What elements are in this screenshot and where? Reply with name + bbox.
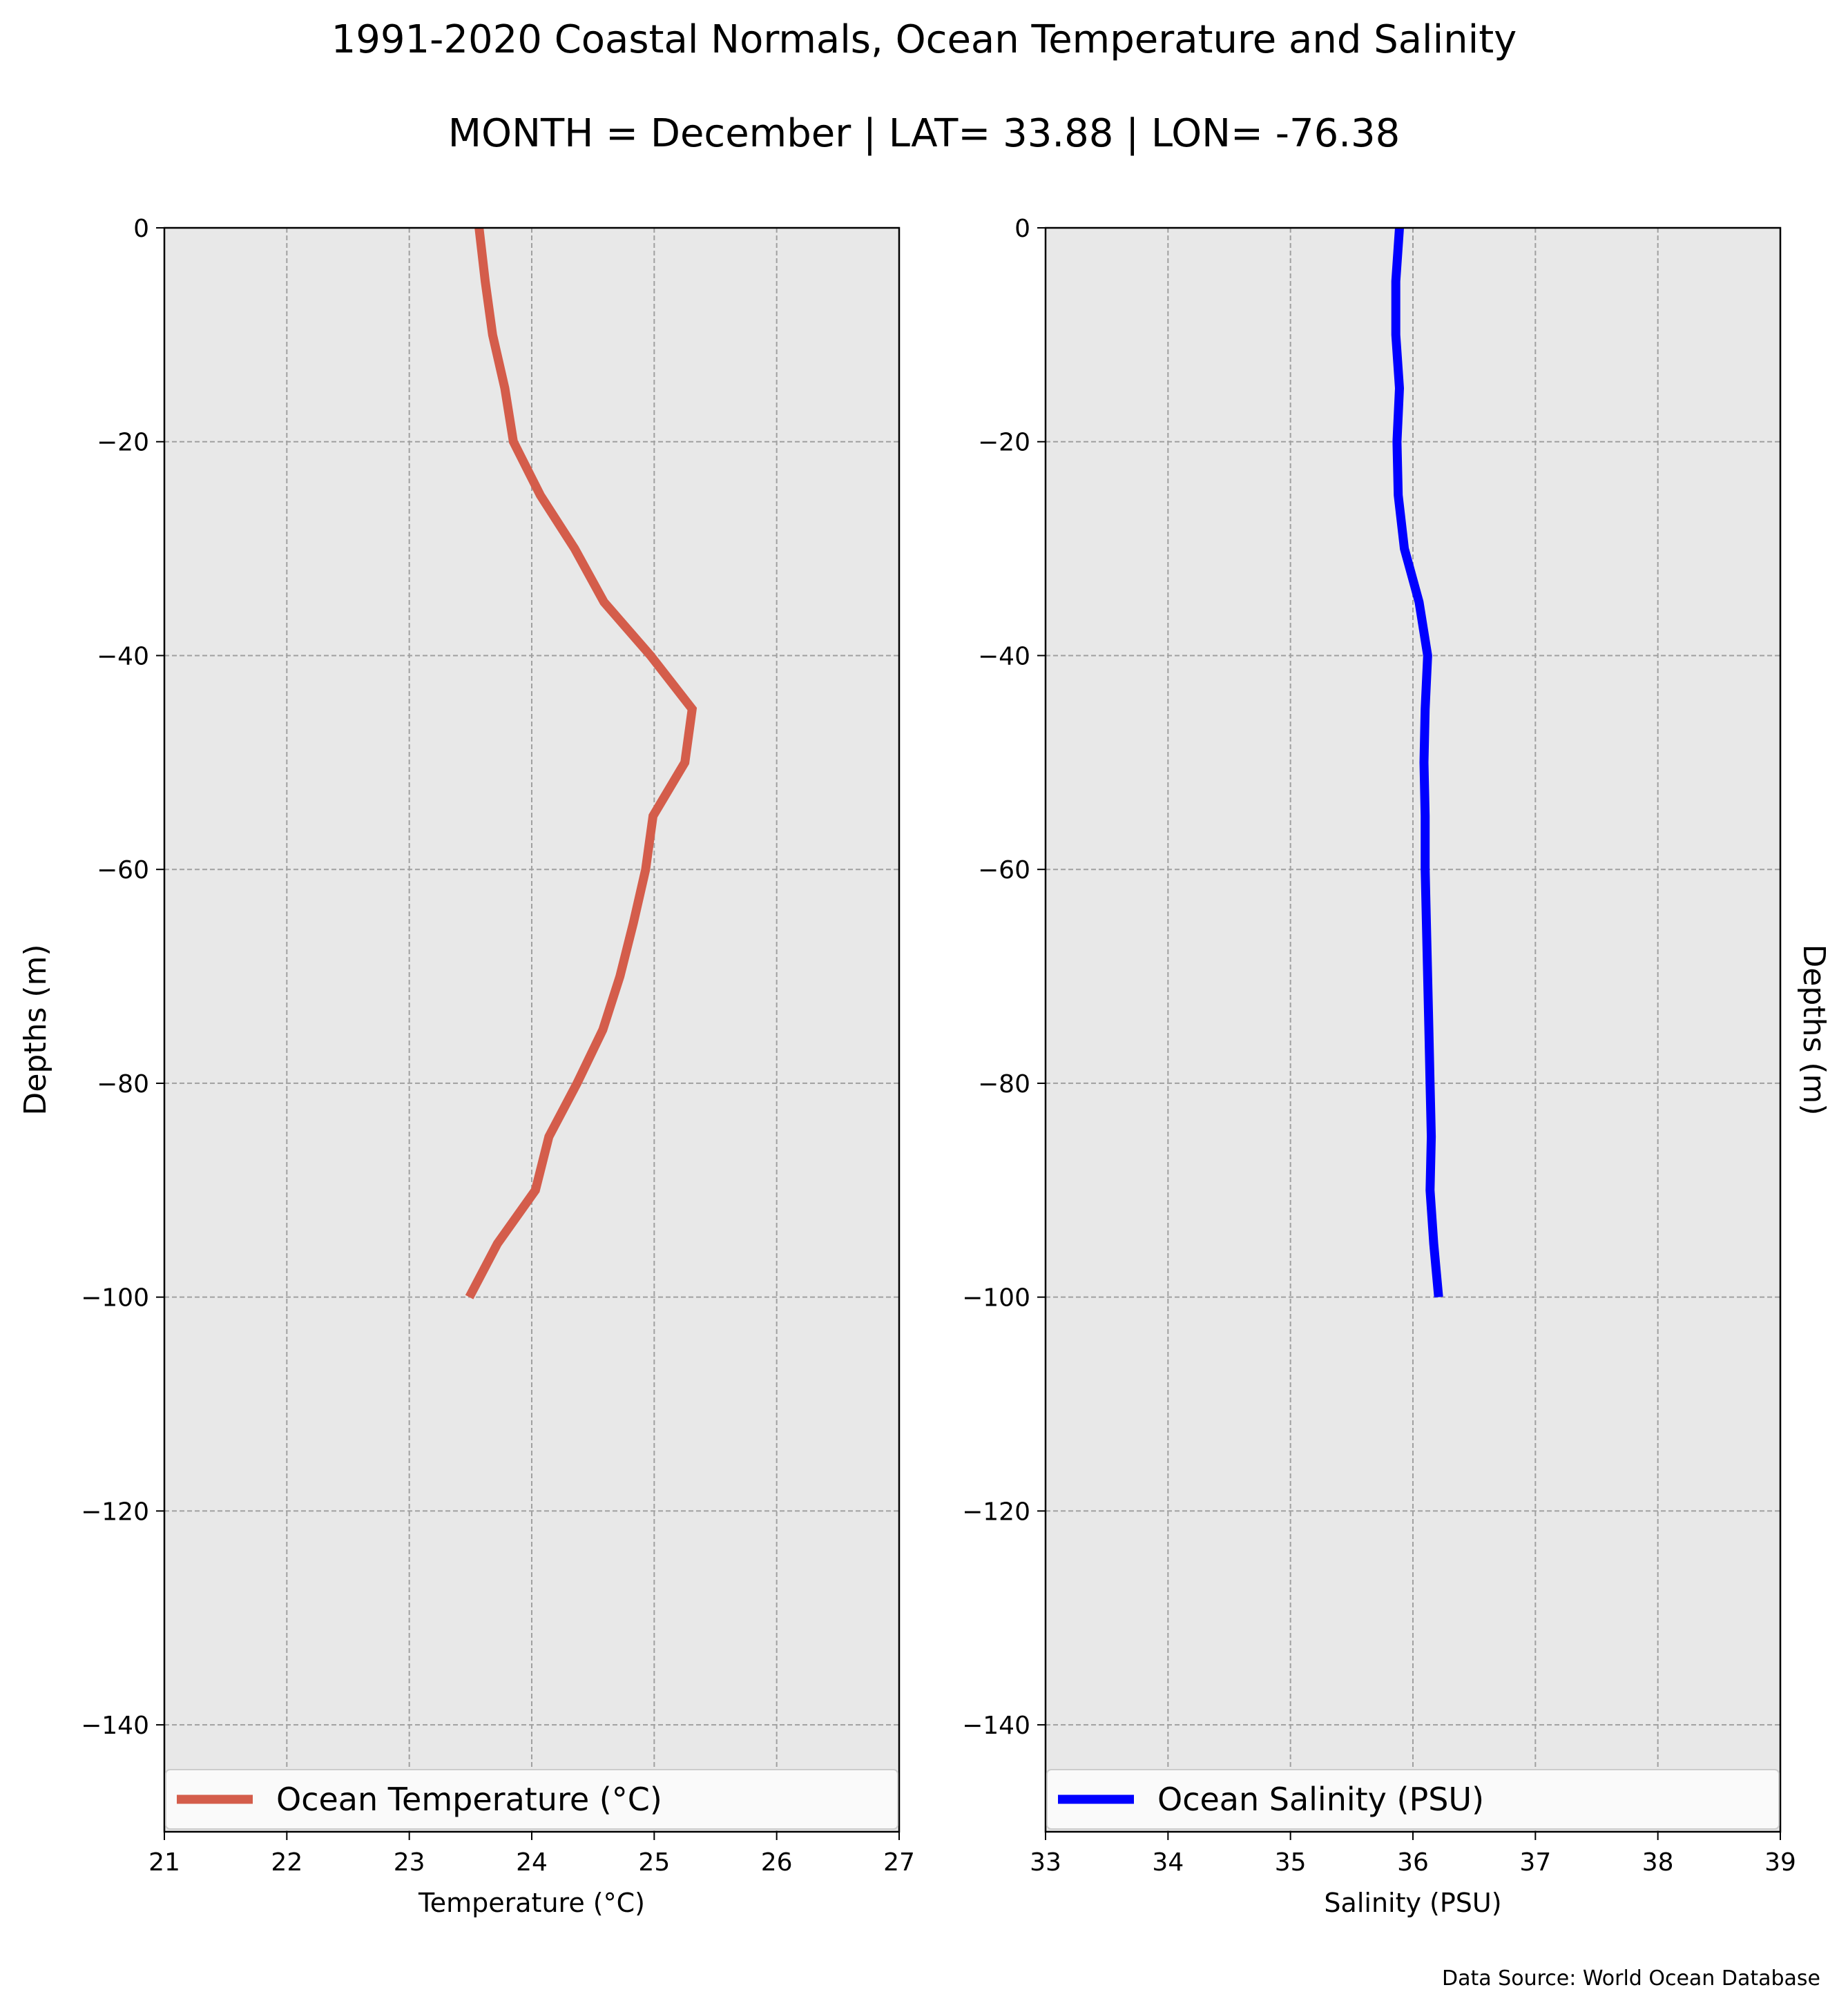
salinity-y-tick-label: −80 xyxy=(978,1070,1030,1099)
salinity-panel: 33 34 35 36 37 38 39 0 −20 −40 −60 −80 −100 −120 −140 O… xyxy=(962,215,1831,1918)
temperature-series-line xyxy=(465,227,697,1299)
temperature-y-tick-label: −60 xyxy=(97,856,149,884)
temperature-panel: 21 22 23 24 25 26 27 0 −20 −40 −60 −80 −100 −120 −140 O… xyxy=(18,215,915,1918)
temperature-legend: Ocean Temperature (°C) xyxy=(165,1769,898,1830)
temperature-y-tick-label: −120 xyxy=(81,1498,149,1526)
temperature-x-tick-label: 21 xyxy=(148,1848,180,1877)
salinity-x-tick-label: 38 xyxy=(1642,1848,1674,1877)
salinity-x-tick-label: 36 xyxy=(1397,1848,1429,1877)
salinity-y-tick-label: −140 xyxy=(962,1712,1030,1740)
salinity-legend-label: Ocean Salinity (PSU) xyxy=(1157,1781,1484,1818)
salinity-y-tick-label: −40 xyxy=(978,642,1030,670)
figure-subtitle: MONTH = December | LAT= 33.88 | LON= -76… xyxy=(448,111,1401,156)
figure-title: 1991-2020 Coastal Normals, Ocean Tempera… xyxy=(331,17,1517,62)
temperature-x-tick-label: 23 xyxy=(394,1848,425,1877)
salinity-y-axis-label: Depths (m) xyxy=(1796,944,1831,1115)
salinity-x-tick-label: 34 xyxy=(1152,1848,1184,1877)
salinity-series-line xyxy=(1391,227,1443,1298)
temperature-x-tick-label: 24 xyxy=(516,1848,548,1877)
temperature-x-tick-label: 22 xyxy=(271,1848,302,1877)
temperature-axes-frame xyxy=(163,226,901,1833)
salinity-y-tick-label: −20 xyxy=(978,429,1030,457)
salinity-y-tick-label: −100 xyxy=(962,1284,1030,1313)
salinity-legend-box xyxy=(1046,1769,1780,1830)
temperature-y-tick-label: −140 xyxy=(81,1712,149,1740)
temperature-x-tick-label: 27 xyxy=(883,1848,915,1877)
salinity-x-tick-label: 37 xyxy=(1519,1848,1551,1877)
temperature-legend-label: Ocean Temperature (°C) xyxy=(276,1781,662,1818)
salinity-axes-frame xyxy=(1044,226,1782,1833)
temperature-y-tick-label: −20 xyxy=(97,429,149,457)
salinity-y-tick-label: −60 xyxy=(978,856,1030,884)
salinity-y-tick-label: 0 xyxy=(1014,215,1030,243)
temperature-y-tick-label: −40 xyxy=(97,642,149,670)
temperature-x-tick-label: 25 xyxy=(638,1848,670,1877)
temperature-legend-box xyxy=(165,1769,898,1830)
salinity-x-tick-label: 39 xyxy=(1764,1848,1796,1877)
data-source-note: Data Source: World Ocean Database xyxy=(1442,1966,1820,1991)
salinity-legend: Ocean Salinity (PSU) xyxy=(1046,1769,1780,1830)
temperature-y-axis-label: Depths (m) xyxy=(18,944,53,1115)
salinity-y-tick-label: −120 xyxy=(962,1498,1030,1526)
temperature-x-axis-label: Temperature (°C) xyxy=(418,1888,645,1918)
salinity-x-tick-label: 33 xyxy=(1030,1848,1061,1877)
temperature-y-tick-label: −80 xyxy=(97,1070,149,1099)
temperature-x-tick-label: 26 xyxy=(761,1848,793,1877)
salinity-x-axis-label: Salinity (PSU) xyxy=(1324,1888,1501,1918)
temperature-y-tick-label: 0 xyxy=(133,215,149,243)
temperature-y-tick-label: −100 xyxy=(81,1284,149,1313)
salinity-x-tick-label: 35 xyxy=(1275,1848,1307,1877)
